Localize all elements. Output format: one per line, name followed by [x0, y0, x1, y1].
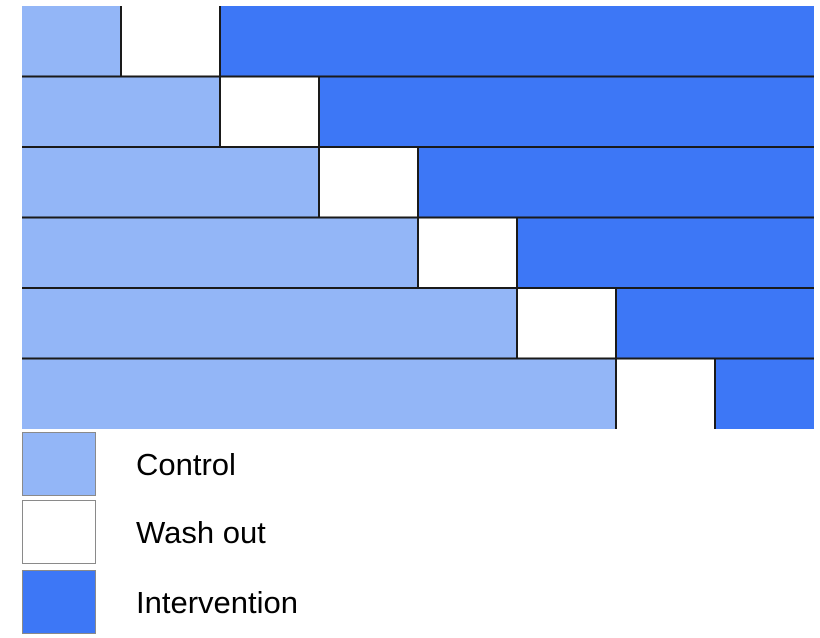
legend-swatch-washout [22, 500, 96, 564]
legend-swatch-intervention [22, 570, 96, 634]
row-3-intervention-block [418, 147, 814, 218]
wedge-row-3 [22, 147, 814, 218]
row-4-washout-block [418, 217, 517, 288]
row-6-control-block [22, 358, 616, 429]
row-6-washout-block [616, 358, 715, 429]
row-5-intervention-block [616, 288, 814, 359]
stepped-wedge-diagram [22, 6, 814, 429]
row-4-control-block [22, 217, 418, 288]
legend-label-control: Control [136, 447, 236, 482]
row-1-control-block [22, 6, 121, 77]
row-4-intervention-block [517, 217, 814, 288]
legend-item-control: Control [22, 432, 442, 498]
row-3-washout-block [319, 147, 418, 218]
row-2-washout-block [220, 76, 319, 147]
legend-item-intervention: Intervention [22, 570, 442, 636]
wedge-row-4 [22, 217, 814, 288]
row-2-intervention-block [319, 76, 814, 147]
legend-label-washout: Wash out [136, 515, 266, 550]
row-5-washout-block [517, 288, 616, 359]
row-6-intervention-block [715, 358, 814, 429]
row-1-washout-block [121, 6, 220, 77]
row-3-control-block [22, 147, 319, 218]
legend-item-washout: Wash out [22, 500, 442, 566]
legend-label-intervention: Intervention [136, 585, 298, 620]
row-1-intervention-block [220, 6, 814, 77]
row-2-control-block [22, 76, 220, 147]
wedge-row-5 [22, 288, 814, 359]
wedge-row-1 [22, 6, 814, 77]
legend-swatch-control [22, 432, 96, 496]
wedge-row-6 [22, 358, 814, 429]
wedge-row-2 [22, 76, 814, 147]
row-5-control-block [22, 288, 517, 359]
